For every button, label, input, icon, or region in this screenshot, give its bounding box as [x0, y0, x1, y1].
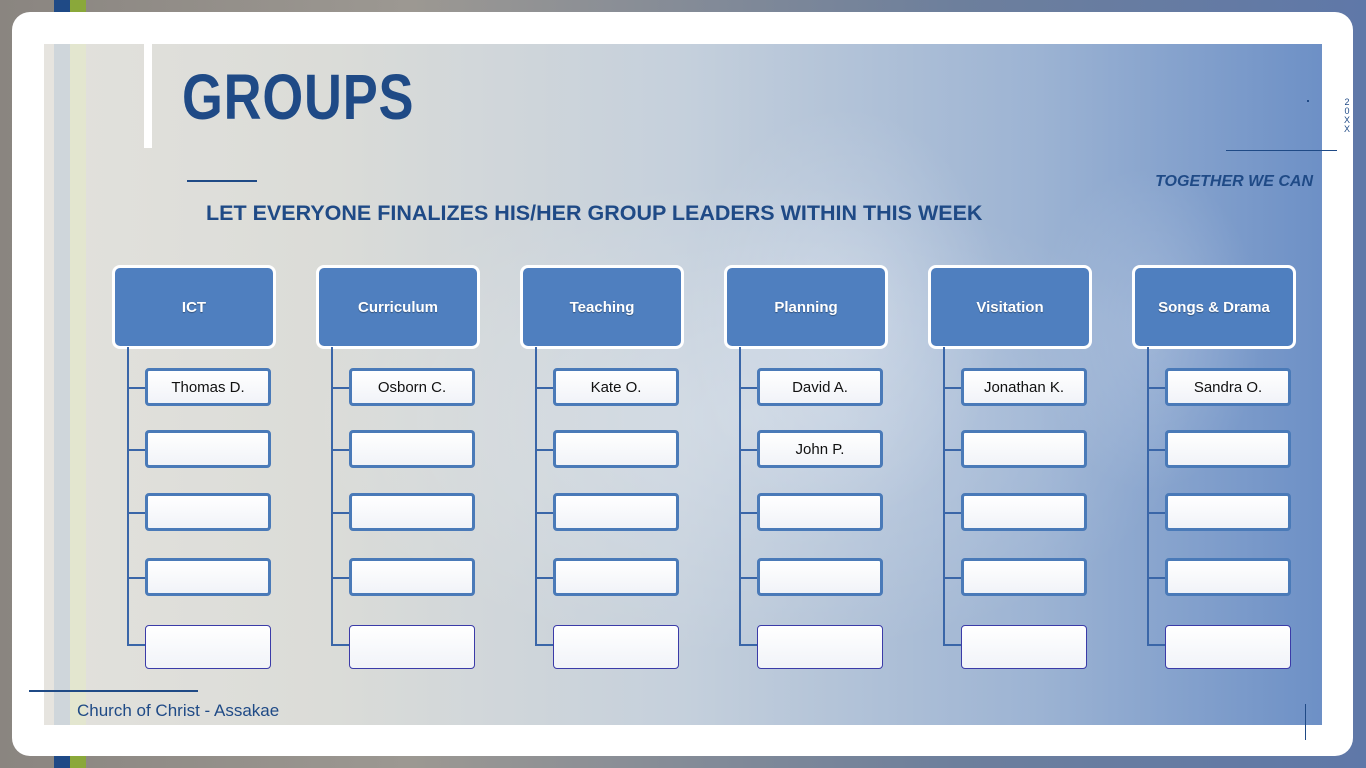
- member-box[interactable]: [757, 558, 883, 596]
- connector-branch: [535, 512, 553, 514]
- footer-text: Church of Christ - Assakae: [77, 701, 280, 720]
- connector-branch: [127, 644, 145, 646]
- connector-branch: [943, 512, 961, 514]
- member-box[interactable]: [553, 558, 679, 596]
- title-accent-bar: [144, 44, 152, 148]
- connector-line: [739, 347, 741, 644]
- connector-branch: [1147, 387, 1165, 389]
- tagline: TOGETHER WE CAN: [1155, 173, 1313, 190]
- member-box[interactable]: [145, 625, 271, 669]
- connector-branch: [535, 449, 553, 451]
- connector-line: [943, 347, 945, 644]
- member-box[interactable]: [1165, 493, 1291, 531]
- connector-branch: [739, 644, 757, 646]
- member-box[interactable]: Thomas D.: [145, 368, 271, 406]
- member-box[interactable]: [961, 493, 1087, 531]
- footer-rule: [29, 690, 198, 692]
- group-header[interactable]: Curriculum: [316, 265, 480, 349]
- connector-branch: [331, 577, 349, 579]
- accent-band: [44, 44, 54, 725]
- group-header[interactable]: Visitation: [928, 265, 1092, 349]
- member-box[interactable]: [349, 558, 475, 596]
- connector-line: [331, 347, 333, 644]
- group-column: Planning David A. John P.: [724, 265, 914, 675]
- member-box[interactable]: [145, 493, 271, 531]
- decorative-dot: [1307, 100, 1309, 102]
- connector-branch: [331, 449, 349, 451]
- member-box[interactable]: [145, 558, 271, 596]
- group-header[interactable]: ICT: [112, 265, 276, 349]
- connector-branch: [739, 512, 757, 514]
- group-column: Songs & Drama Sandra O.: [1132, 265, 1322, 675]
- connector-branch: [127, 512, 145, 514]
- group-column: ICT Thomas D.: [112, 265, 302, 675]
- member-box[interactable]: [553, 493, 679, 531]
- connector-branch: [1147, 449, 1165, 451]
- connector-branch: [535, 387, 553, 389]
- member-box[interactable]: Sandra O.: [1165, 368, 1291, 406]
- connector-branch: [739, 449, 757, 451]
- member-box[interactable]: [961, 625, 1087, 669]
- connector-branch: [739, 577, 757, 579]
- member-box[interactable]: Jonathan K.: [961, 368, 1087, 406]
- connector-line: [1147, 347, 1149, 644]
- tagline-rule: [1226, 150, 1337, 151]
- connector-branch: [1147, 577, 1165, 579]
- connector-branch: [1147, 512, 1165, 514]
- connector-branch: [943, 577, 961, 579]
- member-box[interactable]: [961, 558, 1087, 596]
- member-box[interactable]: [145, 430, 271, 468]
- connector-branch: [943, 449, 961, 451]
- year-label: 20XX: [1343, 97, 1350, 134]
- connector-branch: [331, 387, 349, 389]
- connector-branch: [127, 577, 145, 579]
- member-box[interactable]: [1165, 558, 1291, 596]
- connector-branch: [535, 577, 553, 579]
- connector-branch: [943, 387, 961, 389]
- connector-branch: [331, 644, 349, 646]
- group-column: Visitation Jonathan K.: [928, 265, 1118, 675]
- subtitle-rule: [187, 180, 257, 182]
- connector-branch: [127, 387, 145, 389]
- member-box[interactable]: [349, 430, 475, 468]
- member-box[interactable]: [553, 625, 679, 669]
- member-box[interactable]: [349, 625, 475, 669]
- member-box[interactable]: [757, 493, 883, 531]
- member-box[interactable]: Osborn C.: [349, 368, 475, 406]
- slide-subtitle: LET EVERYONE FINALIZES HIS/HER GROUP LEA…: [206, 201, 983, 225]
- connector-branch: [331, 512, 349, 514]
- member-box[interactable]: David A.: [757, 368, 883, 406]
- member-box[interactable]: [757, 625, 883, 669]
- member-box[interactable]: Kate O.: [553, 368, 679, 406]
- group-column: Teaching Kate O.: [520, 265, 710, 675]
- connector-line: [127, 347, 129, 644]
- slide-title: GROUPS: [182, 61, 415, 133]
- connector-line: [535, 347, 537, 644]
- connector-branch: [535, 644, 553, 646]
- connector-branch: [127, 449, 145, 451]
- member-box[interactable]: John P.: [757, 430, 883, 468]
- group-header[interactable]: Songs & Drama: [1132, 265, 1296, 349]
- member-box[interactable]: [961, 430, 1087, 468]
- member-box[interactable]: [1165, 430, 1291, 468]
- group-header[interactable]: Planning: [724, 265, 888, 349]
- member-box[interactable]: [553, 430, 679, 468]
- corner-line: [1305, 704, 1306, 740]
- connector-branch: [739, 387, 757, 389]
- group-header[interactable]: Teaching: [520, 265, 684, 349]
- accent-band: [54, 44, 70, 725]
- connector-branch: [1147, 644, 1165, 646]
- member-box[interactable]: [1165, 625, 1291, 669]
- member-box[interactable]: [349, 493, 475, 531]
- accent-band: [70, 44, 86, 725]
- connector-branch: [943, 644, 961, 646]
- group-column: Curriculum Osborn C.: [316, 265, 506, 675]
